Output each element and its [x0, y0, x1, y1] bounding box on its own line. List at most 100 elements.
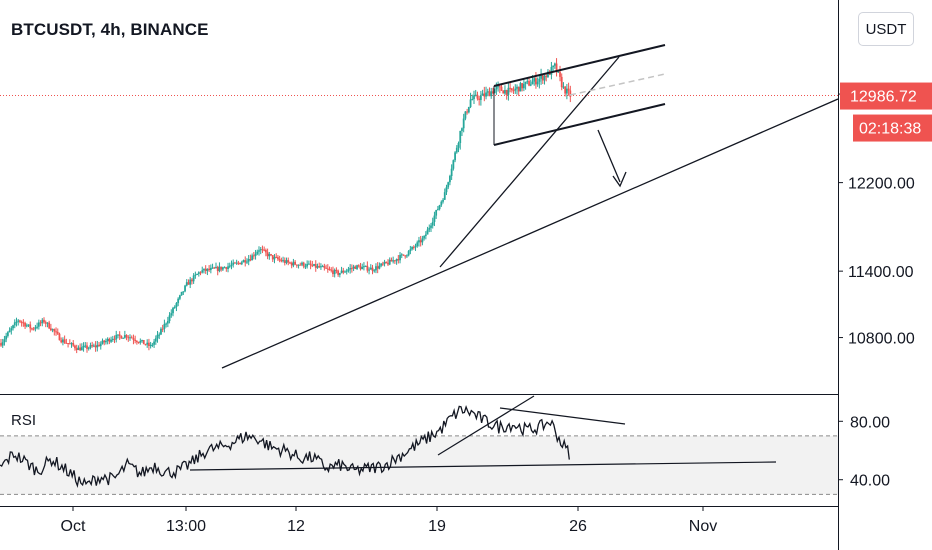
candle-body: [29, 324, 32, 329]
candle-body: [204, 268, 207, 271]
candle-body: [68, 343, 71, 345]
candle-body: [280, 259, 283, 262]
candle-body: [321, 266, 324, 268]
candle-body: [129, 337, 131, 339]
candle-body: [543, 75, 546, 81]
candle-body: [380, 263, 383, 266]
candle-body: [247, 259, 250, 262]
candle-body: [235, 262, 238, 264]
candle-body: [326, 268, 329, 270]
candle-body: [350, 268, 353, 270]
candle-body: [106, 338, 109, 341]
candle-body: [172, 308, 174, 314]
candle-body: [160, 328, 162, 335]
candle-body: [37, 322, 40, 327]
candle-body: [485, 92, 487, 97]
candle-body: [256, 251, 259, 254]
candle-body: [526, 81, 529, 83]
last-price-label: 12986.72: [850, 89, 917, 106]
candle-body: [12, 325, 14, 329]
candle-body: [562, 86, 565, 88]
candle-body: [369, 267, 372, 270]
candle-body: [492, 91, 494, 94]
candle-body: [440, 201, 443, 206]
candle-body: [323, 266, 326, 268]
candle-body: [504, 90, 506, 94]
candle-body: [261, 249, 264, 251]
candle-body: [354, 266, 357, 269]
candle-body: [495, 86, 498, 90]
candle-body: [464, 111, 467, 119]
candle-body: [318, 266, 321, 268]
candle-body: [191, 279, 193, 282]
candle-body: [213, 267, 216, 269]
candle-body: [67, 343, 69, 345]
candle-body: [459, 130, 462, 144]
candle-body: [49, 328, 52, 331]
candle-body: [560, 76, 563, 88]
candle-body: [289, 262, 291, 264]
currency-unit-button[interactable]: USDT: [858, 12, 914, 46]
candle-body: [63, 339, 66, 343]
candle-body: [397, 259, 400, 261]
candle-body: [490, 91, 493, 97]
candle-body: [251, 255, 254, 261]
candle-body: [378, 265, 381, 269]
candle-body: [82, 346, 85, 348]
candle-body: [134, 339, 137, 342]
candle-body: [177, 298, 180, 304]
candles: [0, 58, 572, 354]
candle-body: [462, 118, 465, 129]
candle-body: [161, 328, 164, 330]
rsi-support-line: [189, 461, 777, 471]
time-tick-label: Oct: [61, 518, 86, 535]
candle-body: [263, 249, 266, 251]
candle-body: [283, 260, 286, 263]
candle-body: [301, 262, 303, 265]
candle-body: [44, 322, 47, 324]
candle-body: [550, 67, 553, 75]
candle-body: [505, 90, 508, 95]
candle-body: [185, 282, 188, 286]
candle-body: [388, 259, 391, 265]
candle-body: [246, 261, 248, 263]
candle-body: [361, 266, 364, 270]
candle-body: [137, 341, 140, 343]
candle-body: [461, 128, 463, 131]
candle-body: [163, 323, 166, 329]
candle-body: [273, 256, 276, 260]
candle-body: [521, 83, 524, 89]
candle-body: [311, 265, 314, 267]
candle-body: [268, 254, 271, 257]
candle-body: [553, 63, 556, 66]
candle-body: [271, 255, 274, 260]
candle-body: [249, 259, 252, 261]
candle-body: [371, 267, 374, 271]
candle-body: [5, 335, 8, 340]
candle-body: [399, 255, 401, 261]
candle-body: [218, 266, 221, 272]
rsi-rising-line: [437, 395, 535, 456]
last-price-badge: [840, 82, 932, 110]
candle-body: [481, 93, 484, 96]
candle-body: [189, 279, 192, 285]
candle-body: [328, 269, 331, 271]
rsi-resistance-line: [499, 407, 626, 425]
candle-body: [368, 269, 370, 271]
candle-body: [3, 339, 6, 343]
candle-body: [295, 264, 298, 266]
candle-body: [474, 94, 477, 96]
candle-body: [70, 343, 73, 345]
candle-body: [545, 75, 548, 78]
candle-body: [373, 270, 376, 272]
candle-body: [282, 260, 284, 262]
candle-body: [433, 215, 436, 222]
candle-body: [168, 315, 171, 321]
candle-body: [335, 269, 338, 271]
candle-body: [91, 345, 94, 347]
candle-body: [430, 225, 432, 228]
candle-body: [406, 255, 408, 257]
candle-body: [115, 334, 118, 340]
candle-body: [24, 322, 26, 327]
